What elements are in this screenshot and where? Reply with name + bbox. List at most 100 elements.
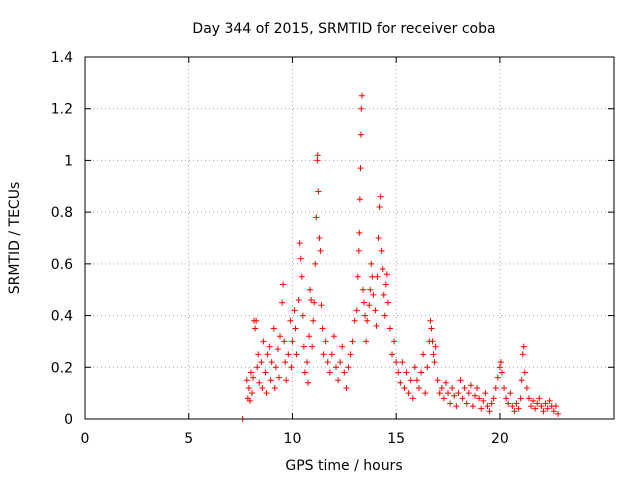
data-point	[297, 255, 304, 262]
data-point	[303, 359, 310, 366]
data-point	[262, 369, 269, 376]
y-tick-label: 0	[64, 412, 73, 428]
data-point	[330, 333, 337, 340]
data-point	[268, 359, 275, 366]
data-point	[403, 369, 410, 376]
data-point	[375, 235, 382, 241]
data-point	[318, 302, 325, 309]
data-point	[383, 271, 390, 278]
data-point	[474, 384, 481, 391]
data-point	[322, 338, 329, 345]
data-point	[291, 307, 298, 314]
data-point	[296, 240, 303, 247]
data-point	[295, 297, 302, 304]
data-point	[343, 384, 350, 391]
data-point	[478, 405, 485, 412]
data-point	[326, 369, 333, 376]
data-point	[354, 273, 361, 280]
data-point	[513, 400, 520, 407]
data-point	[418, 369, 425, 376]
data-point	[328, 351, 335, 358]
data-point	[250, 374, 257, 381]
plot-frame	[84, 56, 615, 420]
data-point	[520, 343, 527, 350]
data-point	[356, 196, 363, 203]
y-tick-label: 0.2	[51, 360, 73, 376]
data-point	[536, 395, 543, 402]
data-point	[538, 403, 545, 410]
data-point	[333, 364, 340, 371]
data-point	[339, 343, 346, 350]
data-point	[503, 395, 510, 402]
data-point	[407, 377, 414, 384]
data-point	[517, 395, 524, 402]
data-point	[540, 408, 547, 415]
data-point	[497, 359, 504, 366]
data-point	[362, 312, 369, 319]
data-point	[467, 382, 474, 389]
data-point	[309, 343, 316, 350]
data-point	[405, 390, 412, 397]
data-point	[523, 384, 530, 391]
data-point	[432, 343, 439, 350]
data-point	[544, 405, 551, 412]
data-point	[267, 377, 274, 384]
data-point	[283, 377, 290, 384]
data-point	[314, 152, 321, 159]
data-point	[271, 384, 278, 391]
data-point	[312, 260, 319, 267]
data-point	[351, 317, 358, 324]
y-tick-label: 1.4	[51, 50, 73, 66]
data-point	[378, 247, 385, 254]
data-point	[488, 400, 495, 407]
data-point	[366, 302, 373, 309]
data-point	[469, 403, 476, 410]
data-points	[239, 92, 561, 422]
x-axis-label: GPS time / hours	[285, 458, 402, 474]
data-point	[358, 105, 365, 112]
data-point	[492, 384, 499, 391]
x-tick-label: 15	[387, 431, 405, 447]
data-point	[442, 379, 449, 386]
data-point	[440, 395, 447, 402]
data-point	[314, 157, 321, 164]
data-point	[308, 297, 315, 304]
data-point	[280, 281, 287, 288]
data-point	[427, 317, 434, 324]
data-point	[300, 343, 307, 350]
data-point	[397, 379, 404, 386]
data-point	[357, 165, 364, 172]
data-point	[357, 131, 364, 138]
data-point	[484, 403, 491, 410]
data-point	[363, 338, 370, 345]
data-point	[275, 374, 282, 381]
data-point	[377, 193, 384, 200]
data-point	[316, 235, 323, 241]
data-point	[528, 403, 535, 410]
data-point	[552, 403, 559, 410]
data-point	[430, 351, 437, 358]
data-point	[494, 374, 501, 381]
data-point	[358, 92, 365, 99]
data-point	[415, 384, 422, 391]
data-point	[279, 299, 286, 306]
data-point	[253, 317, 260, 324]
data-point	[480, 397, 487, 404]
data-point	[424, 364, 431, 371]
data-point	[277, 333, 284, 340]
data-point	[501, 384, 508, 391]
data-point	[369, 273, 376, 280]
data-point	[518, 377, 525, 384]
data-point	[264, 351, 271, 358]
data-point	[353, 307, 360, 314]
data-point	[389, 351, 396, 358]
data-point	[542, 400, 549, 407]
data-point	[287, 317, 294, 324]
data-point	[455, 390, 462, 397]
data-point	[281, 338, 288, 345]
data-point	[260, 338, 267, 345]
y-tick-label: 0.8	[51, 205, 73, 221]
data-point	[364, 317, 371, 324]
data-point	[447, 400, 454, 407]
data-point	[355, 247, 362, 254]
